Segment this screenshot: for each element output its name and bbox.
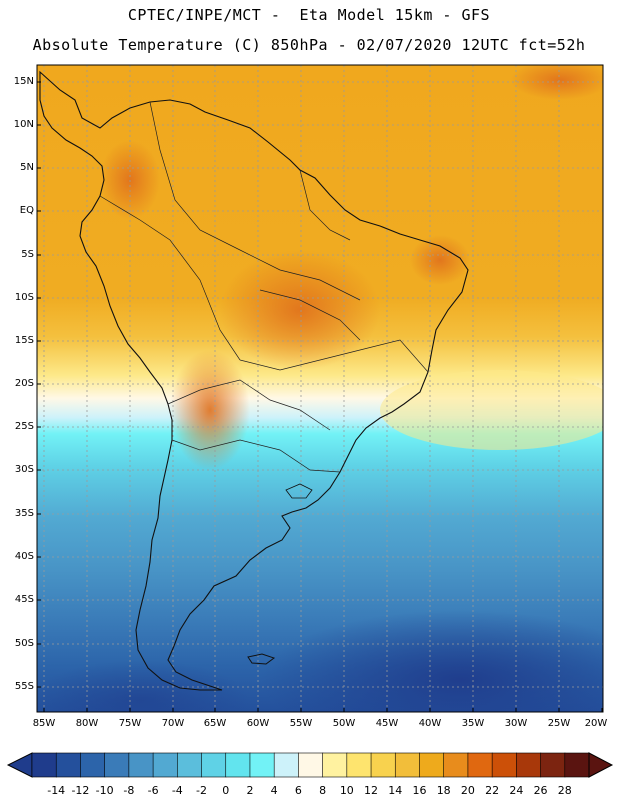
colorbar-label: -12 — [71, 784, 90, 797]
lon-label: 20W — [584, 718, 608, 729]
lon-label: 85W — [32, 718, 56, 729]
colorbar — [6, 752, 614, 778]
colorbar-label: 28 — [557, 784, 572, 797]
map-frame — [36, 64, 604, 713]
map-subtitle: Absolute Temperature (C) 850hPa - 02/07/… — [32, 36, 586, 54]
colorbar-swatch — [104, 752, 130, 778]
country-borders — [99, 101, 429, 473]
colorbar-label: 14 — [388, 784, 403, 797]
colorbar-label: -2 — [196, 784, 207, 797]
lagoa-dos-patos — [285, 483, 313, 499]
colorbar-swatch — [419, 752, 445, 778]
colorbar-swatch — [31, 752, 57, 778]
colorbar-label: 16 — [412, 784, 427, 797]
colorbar-swatch — [491, 752, 517, 778]
lat-label: 15N — [13, 76, 34, 87]
colorbar-swatch — [55, 752, 82, 778]
colorbar-label: -14 — [47, 784, 66, 797]
colorbar-label: -8 — [123, 784, 135, 797]
lat-label: 10N — [13, 119, 34, 130]
colorbar-swatch — [249, 752, 275, 778]
colorbar-label: 24 — [509, 784, 524, 797]
colorbar-label: 20 — [460, 784, 475, 797]
lon-label: 30W — [504, 718, 528, 729]
lon-label: 25W — [547, 718, 571, 729]
colorbar-swatch — [443, 752, 469, 778]
colorbar-swatch — [346, 752, 372, 778]
lon-label: 80W — [75, 718, 99, 729]
lat-label: EQ — [19, 205, 34, 216]
colorbar-label: 12 — [364, 784, 379, 797]
colorbar-arrow-right — [588, 752, 614, 778]
lat-label: 20S — [14, 378, 34, 389]
axis-ticks — [37, 81, 603, 712]
colorbar-label: -4 — [171, 784, 183, 797]
colorbar-label: 8 — [319, 784, 327, 797]
lat-label: 15S — [14, 335, 34, 346]
colorbar-swatch — [516, 752, 542, 778]
south-america-coastline — [39, 70, 469, 691]
colorbar-swatch — [322, 752, 348, 778]
colorbar-swatch — [394, 752, 421, 778]
colorbar-swatch — [80, 752, 106, 778]
lat-label: 5S — [21, 249, 34, 260]
lat-label: 30S — [14, 464, 34, 475]
colorbar-swatch — [298, 752, 324, 778]
lat-label: 5N — [20, 162, 34, 173]
colorbar-swatch — [467, 752, 493, 778]
lon-label: 35W — [461, 718, 485, 729]
colorbar-swatch — [273, 752, 299, 778]
lon-label: 75W — [118, 718, 142, 729]
lon-label: 50W — [332, 718, 356, 729]
lon-label: 55W — [289, 718, 313, 729]
colorbar-label: 26 — [533, 784, 548, 797]
lat-label: 50S — [14, 638, 34, 649]
colorbar-label: -6 — [147, 784, 159, 797]
graticule — [37, 65, 603, 712]
colorbar-label: 4 — [270, 784, 278, 797]
colorbar-swatch — [225, 752, 251, 778]
colorbar-label: 2 — [246, 784, 254, 797]
lat-label: 25S — [14, 421, 34, 432]
falkland-islands — [247, 653, 276, 665]
colorbar-label: 18 — [436, 784, 451, 797]
lat-label: 55S — [14, 681, 34, 692]
temperature-field — [37, 65, 603, 712]
map-title: CPTEC/INPE/MCT - Eta Model 15km - GFS — [127, 6, 491, 24]
lon-label: 60W — [246, 718, 270, 729]
colorbar-swatch — [540, 752, 566, 778]
colorbar-label: 6 — [294, 784, 302, 797]
colorbar-label: 10 — [339, 784, 354, 797]
colorbar-swatch — [370, 752, 396, 778]
lon-label: 70W — [161, 718, 185, 729]
colorbar-swatch — [177, 752, 203, 778]
lat-label: 35S — [14, 508, 34, 519]
colorbar-label: -10 — [95, 784, 114, 797]
colorbar-label: 22 — [485, 784, 500, 797]
colorbar-arrow-left — [6, 752, 33, 778]
lat-label: 10S — [14, 292, 34, 303]
lon-label: 40W — [418, 718, 442, 729]
colorbar-swatch — [152, 752, 178, 778]
lat-label: 45S — [14, 594, 34, 605]
colorbar-swatch — [564, 752, 590, 778]
colorbar-label: 0 — [222, 784, 230, 797]
lon-label: 45W — [375, 718, 399, 729]
lat-label: 40S — [14, 551, 34, 562]
lon-label: 65W — [203, 718, 227, 729]
colorbar-swatch — [128, 752, 154, 778]
colorbar-swatch — [201, 752, 227, 778]
